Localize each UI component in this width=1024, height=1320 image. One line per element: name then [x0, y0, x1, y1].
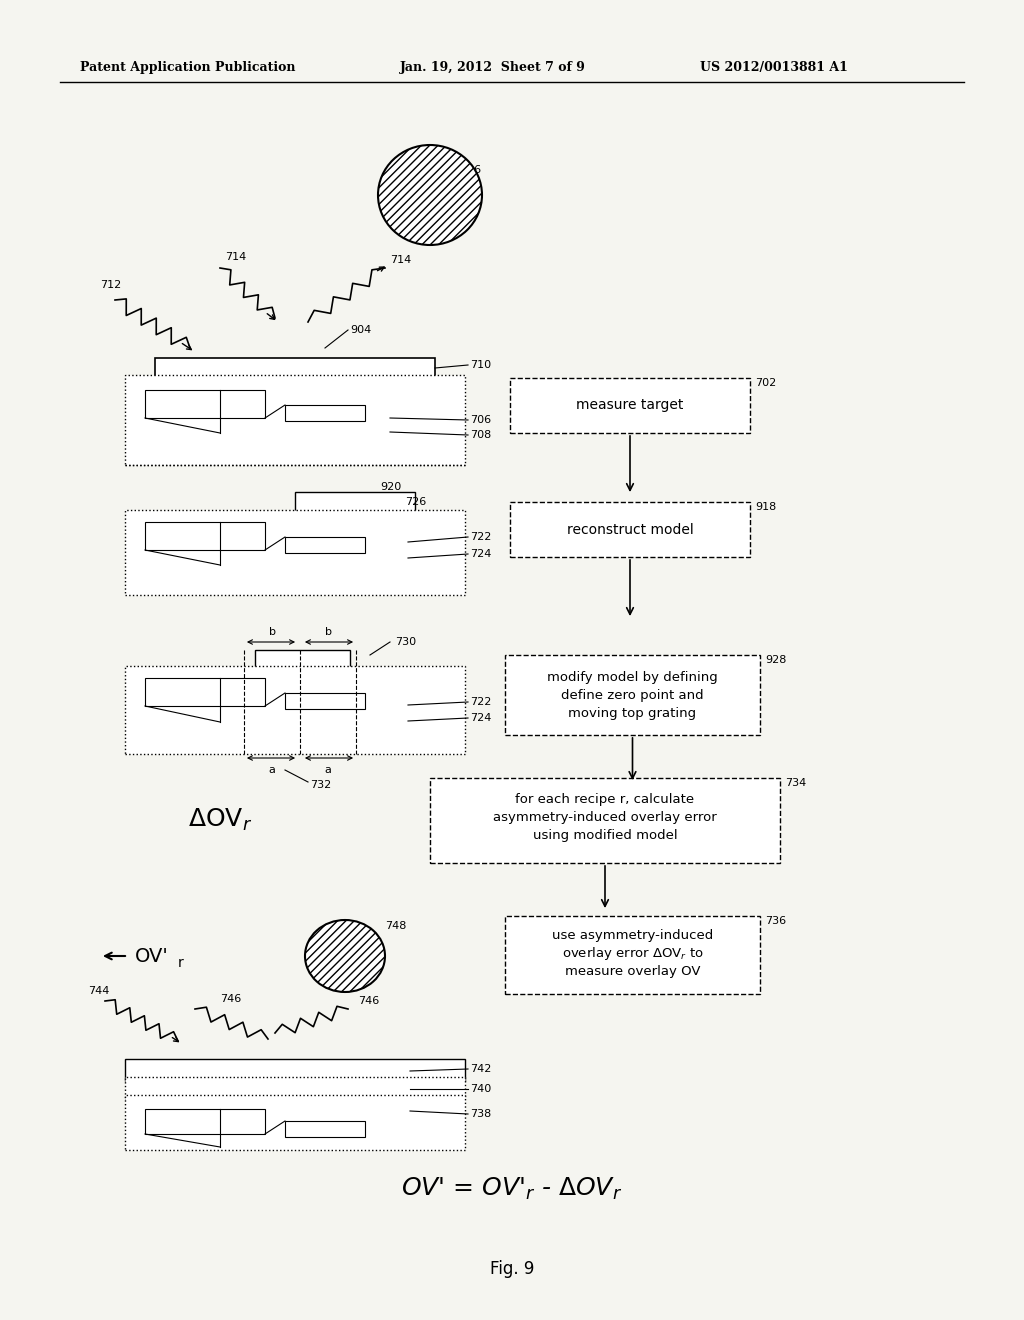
Text: Fig. 9: Fig. 9	[489, 1261, 535, 1278]
Text: measure overlay OV: measure overlay OV	[565, 965, 700, 978]
Text: 730: 730	[395, 638, 416, 647]
Text: OV': OV'	[135, 946, 169, 965]
Text: 706: 706	[470, 414, 492, 425]
Bar	[125, 375, 465, 465]
Bar	[285, 537, 365, 553]
Bar	[255, 649, 350, 671]
Bar	[125, 1059, 465, 1081]
Bar	[505, 916, 760, 994]
Bar	[285, 405, 365, 421]
Text: 732: 732	[310, 780, 331, 789]
Text: define zero point and: define zero point and	[561, 689, 703, 701]
Text: 722: 722	[470, 697, 492, 708]
Bar	[125, 667, 465, 754]
Text: 722: 722	[470, 532, 492, 543]
Text: using modified model: using modified model	[532, 829, 677, 842]
Text: use asymmetry-induced: use asymmetry-induced	[552, 929, 713, 942]
Text: measure target: measure target	[577, 399, 684, 412]
Text: 716: 716	[460, 165, 481, 176]
Text: 748: 748	[385, 921, 407, 931]
Text: 920: 920	[380, 482, 401, 492]
Bar	[510, 502, 750, 557]
Bar	[285, 1121, 365, 1137]
Text: OV' = OV'$_r$ - $\Delta$OV$_r$: OV' = OV'$_r$ - $\Delta$OV$_r$	[401, 1176, 623, 1203]
Text: 712: 712	[100, 280, 121, 290]
Text: $\Delta$OV$_r$: $\Delta$OV$_r$	[187, 807, 252, 833]
Text: 744: 744	[88, 986, 110, 997]
Text: a: a	[325, 766, 332, 775]
Text: 714: 714	[390, 255, 412, 265]
Text: b: b	[325, 627, 332, 638]
Bar	[505, 655, 760, 735]
Text: 702: 702	[755, 378, 776, 388]
Text: 710: 710	[470, 360, 492, 370]
Text: 708: 708	[470, 430, 492, 440]
Bar	[145, 389, 265, 418]
Ellipse shape	[305, 920, 385, 993]
Bar	[295, 492, 415, 513]
Text: 724: 724	[470, 713, 492, 723]
Text: asymmetry-induced overlay error: asymmetry-induced overlay error	[494, 812, 717, 825]
Text: 726: 726	[406, 498, 426, 507]
Text: US 2012/0013881 A1: US 2012/0013881 A1	[700, 62, 848, 74]
Bar	[145, 1109, 265, 1134]
Text: 928: 928	[765, 655, 786, 665]
Text: for each recipe r, calculate: for each recipe r, calculate	[515, 793, 694, 807]
Text: r: r	[178, 956, 183, 970]
Text: 740: 740	[470, 1084, 492, 1094]
Text: modify model by defining: modify model by defining	[547, 671, 718, 684]
Text: 918: 918	[755, 502, 776, 512]
Bar	[285, 693, 365, 709]
Text: 734: 734	[785, 777, 806, 788]
Bar	[155, 358, 435, 380]
Bar	[510, 378, 750, 433]
Text: overlay error $\Delta$OV$_r$ to: overlay error $\Delta$OV$_r$ to	[561, 945, 703, 962]
Bar	[145, 521, 265, 550]
Text: a: a	[268, 766, 275, 775]
Text: 904: 904	[350, 325, 372, 335]
Bar	[145, 678, 265, 706]
Text: 746: 746	[358, 997, 379, 1006]
Bar	[125, 510, 465, 595]
Text: 746: 746	[220, 994, 242, 1005]
Text: 714: 714	[225, 252, 246, 261]
Bar	[125, 1077, 465, 1100]
Text: reconstruct model: reconstruct model	[566, 523, 693, 536]
Text: Patent Application Publication: Patent Application Publication	[80, 62, 296, 74]
Text: 724: 724	[470, 549, 492, 558]
Text: 736: 736	[765, 916, 786, 927]
Bar	[430, 777, 780, 863]
Text: 742: 742	[470, 1064, 492, 1074]
Text: Jan. 19, 2012  Sheet 7 of 9: Jan. 19, 2012 Sheet 7 of 9	[400, 62, 586, 74]
Ellipse shape	[378, 145, 482, 246]
Text: 738: 738	[470, 1109, 492, 1119]
Bar	[125, 1096, 465, 1150]
Text: moving top grating: moving top grating	[568, 706, 696, 719]
Text: b: b	[268, 627, 275, 638]
